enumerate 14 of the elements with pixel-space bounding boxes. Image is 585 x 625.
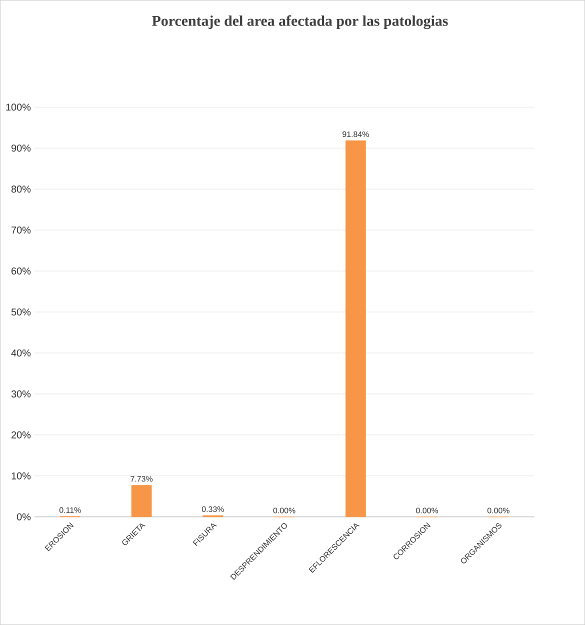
- y-tick-label: 30%: [11, 390, 31, 398]
- y-tick-label: 10%: [12, 472, 31, 480]
- y-tick-label: 50%: [11, 308, 31, 316]
- y-tick-label: 0%: [16, 513, 31, 520]
- y-tick-label: 90%: [11, 144, 31, 152]
- y-tick-label: 20%: [12, 431, 31, 438]
- y-tick-label: 80%: [11, 186, 31, 193]
- y-tick-label: 70%: [12, 226, 31, 234]
- bar: [131, 484, 152, 518]
- bar: [345, 140, 366, 518]
- chart-title: Porcentaje del area afectada por las patologias: [152, 15, 448, 30]
- y-tick-label: 60%: [12, 268, 31, 275]
- y-tick-label: 40%: [11, 349, 31, 356]
- y-tick-label: 100%: [6, 104, 31, 111]
